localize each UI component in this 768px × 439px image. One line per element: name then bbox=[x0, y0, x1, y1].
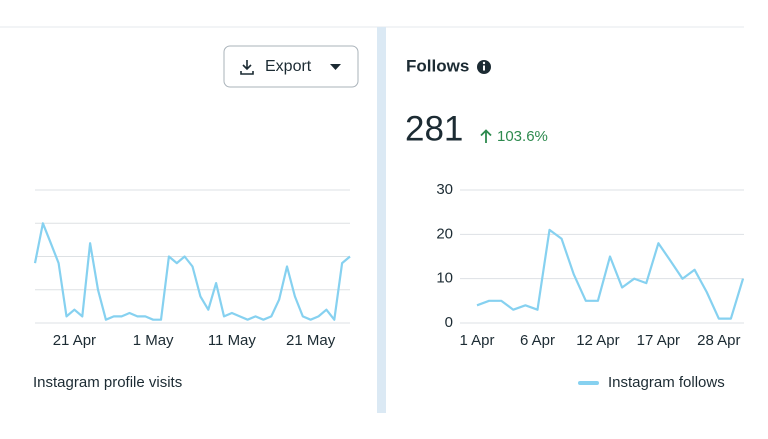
x-tick-label: 21 Apr bbox=[53, 332, 96, 349]
export-label[interactable]: Export bbox=[265, 58, 312, 75]
y-tick-label: 0 bbox=[445, 314, 453, 331]
x-tick-label: 11 May bbox=[208, 332, 257, 349]
x-tick-label: 21 May bbox=[286, 332, 336, 349]
y-tick-label: 30 bbox=[436, 181, 453, 198]
chart-0: 21 Apr 1 May 11 May 21 May Instagram profile… bbox=[33, 189, 351, 391]
data-line bbox=[33, 222, 351, 321]
panel-divider bbox=[377, 27, 386, 413]
chart-1: 0 10 20 30 1 Apr 6 Apr 12 Apr 17 Apr 28 Apr Insta… bbox=[436, 181, 744, 391]
export-button[interactable]: Export bbox=[223, 45, 359, 88]
follows-change: 103.6% bbox=[497, 128, 548, 145]
export-button-frame[interactable] bbox=[223, 45, 359, 88]
x-tick-label: 17 Apr bbox=[637, 332, 680, 349]
legend-label: Instagram profile visits bbox=[33, 374, 182, 391]
x-tick-label: 1 Apr bbox=[459, 332, 494, 349]
dropdown-caret bbox=[330, 64, 341, 70]
x-tick-label: 6 Apr bbox=[520, 332, 555, 349]
legend-label: Instagram follows bbox=[608, 374, 725, 391]
info-icon[interactable] bbox=[477, 60, 491, 74]
x-tick-label: 1 May bbox=[133, 332, 174, 349]
follows-total: 281 bbox=[405, 109, 463, 148]
y-tick-label: 10 bbox=[436, 270, 453, 287]
x-tick-label: 28 Apr bbox=[697, 332, 740, 349]
up-arrow bbox=[480, 129, 492, 143]
download-icon bbox=[240, 60, 254, 75]
data-line bbox=[476, 228, 744, 320]
y-tick-label: 20 bbox=[436, 225, 453, 242]
follows-title: Follows bbox=[406, 56, 469, 75]
x-tick-label: 12 Apr bbox=[576, 332, 619, 349]
